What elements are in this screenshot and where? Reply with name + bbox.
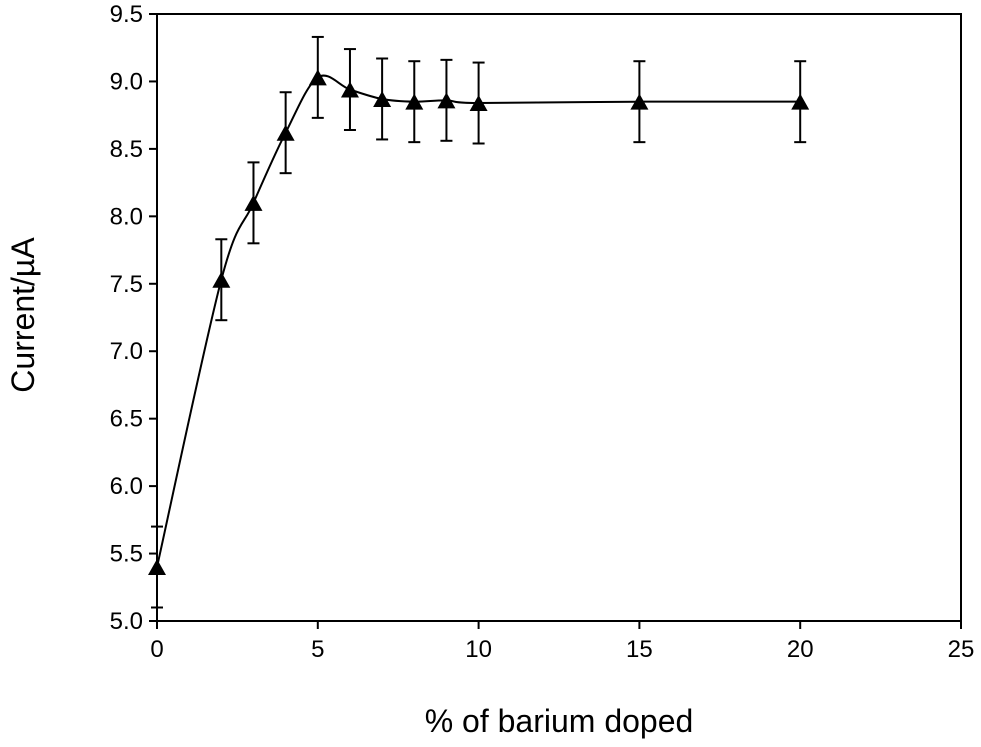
- data-point: [437, 92, 456, 109]
- y-tick-labels: 5.0 5.5 6.0 6.5 7.0 7.5 8.0 8.5 9.0 9.5: [110, 1, 143, 635]
- data-point: [791, 93, 810, 110]
- plot-border: [156, 13, 962, 622]
- x-tick-label: 0: [150, 636, 163, 663]
- series-line: [156, 74, 801, 568]
- data-point: [212, 271, 231, 288]
- y-tick-label: 5.5: [110, 541, 143, 568]
- y-tick-label: 8.5: [110, 136, 143, 163]
- x-tick-label: 20: [787, 636, 814, 663]
- y-tick-label: 5.0: [110, 608, 143, 635]
- y-tick-label: 9.5: [110, 1, 143, 28]
- data-markers: [148, 69, 810, 576]
- y-tick-label: 6.0: [110, 473, 143, 500]
- y-tick-label: 8.0: [110, 203, 143, 230]
- data-point: [148, 559, 166, 576]
- y-tick-label: 9.0: [110, 68, 143, 95]
- data-point: [469, 95, 488, 112]
- plot-area: [156, 13, 962, 622]
- data-point: [340, 81, 359, 98]
- x-tick-label: 5: [311, 636, 324, 663]
- x-tick-labels: 0 5 10 15 20 25: [150, 636, 974, 663]
- data-point: [308, 69, 327, 86]
- data-point: [244, 194, 263, 211]
- data-point: [276, 124, 295, 141]
- x-tick-label: 15: [626, 636, 653, 663]
- x-tick-label: 25: [948, 636, 975, 663]
- axis-ticks: [149, 13, 962, 629]
- y-tick-label: 7.5: [110, 271, 143, 298]
- data-point: [405, 93, 424, 110]
- x-axis-title: % of barium doped: [425, 703, 694, 739]
- y-axis-title: Current/µA: [5, 237, 41, 393]
- y-tick-label: 7.0: [110, 338, 143, 365]
- x-tick-label: 10: [465, 636, 492, 663]
- y-tick-label: 6.5: [110, 406, 143, 433]
- data-point: [630, 93, 649, 110]
- data-point: [373, 90, 392, 107]
